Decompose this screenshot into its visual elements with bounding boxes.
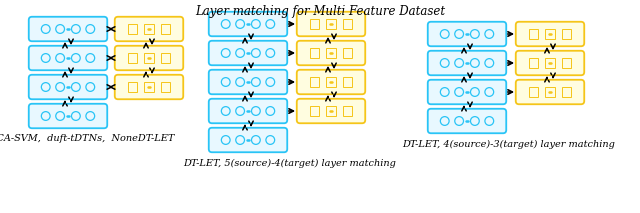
Bar xyxy=(128,24,137,34)
Bar xyxy=(310,48,319,58)
FancyBboxPatch shape xyxy=(115,75,183,99)
FancyBboxPatch shape xyxy=(29,17,108,41)
Bar xyxy=(145,82,154,92)
Bar xyxy=(161,82,170,92)
FancyBboxPatch shape xyxy=(115,17,183,41)
FancyBboxPatch shape xyxy=(297,99,365,123)
FancyBboxPatch shape xyxy=(297,70,365,94)
Bar xyxy=(310,77,319,87)
FancyBboxPatch shape xyxy=(209,128,287,152)
FancyBboxPatch shape xyxy=(209,99,287,123)
Text: DT-LET, 5(source)-4(target) layer matching: DT-LET, 5(source)-4(target) layer matchi… xyxy=(183,159,396,168)
FancyBboxPatch shape xyxy=(29,75,108,99)
Bar xyxy=(343,77,352,87)
Bar xyxy=(562,29,572,39)
Bar xyxy=(161,53,170,63)
Text: DT-LET, 4(source)-3(target) layer matching: DT-LET, 4(source)-3(target) layer matchi… xyxy=(402,140,615,149)
Bar xyxy=(145,53,154,63)
Bar xyxy=(310,19,319,29)
Bar xyxy=(562,87,572,97)
Bar xyxy=(529,58,538,68)
FancyBboxPatch shape xyxy=(516,51,584,75)
FancyBboxPatch shape xyxy=(297,41,365,65)
FancyBboxPatch shape xyxy=(297,12,365,36)
Bar xyxy=(326,48,335,58)
FancyBboxPatch shape xyxy=(29,46,108,70)
Bar xyxy=(128,53,137,63)
Bar xyxy=(343,106,352,116)
FancyBboxPatch shape xyxy=(428,109,506,133)
Bar xyxy=(326,19,335,29)
FancyBboxPatch shape xyxy=(428,80,506,104)
Bar xyxy=(326,106,335,116)
FancyBboxPatch shape xyxy=(516,80,584,104)
Bar xyxy=(529,87,538,97)
Bar xyxy=(343,48,352,58)
Bar xyxy=(161,24,170,34)
Bar xyxy=(545,58,555,68)
FancyBboxPatch shape xyxy=(209,41,287,65)
Text: Layer matching for Multi Feature Dataset: Layer matching for Multi Feature Dataset xyxy=(195,5,445,18)
FancyBboxPatch shape xyxy=(516,22,584,46)
Bar xyxy=(343,19,352,29)
Bar xyxy=(128,82,137,92)
Text: DCCA-SVM,  duft-tDTNs,  NoneDT-LET: DCCA-SVM, duft-tDTNs, NoneDT-LET xyxy=(0,134,175,143)
Bar xyxy=(562,58,572,68)
FancyBboxPatch shape xyxy=(428,22,506,46)
FancyBboxPatch shape xyxy=(209,70,287,94)
FancyBboxPatch shape xyxy=(428,51,506,75)
FancyBboxPatch shape xyxy=(29,104,108,128)
Bar xyxy=(326,77,335,87)
Bar xyxy=(529,29,538,39)
Bar xyxy=(145,24,154,34)
Bar xyxy=(310,106,319,116)
FancyBboxPatch shape xyxy=(115,46,183,70)
FancyBboxPatch shape xyxy=(209,12,287,36)
Bar xyxy=(545,29,555,39)
Bar xyxy=(545,87,555,97)
